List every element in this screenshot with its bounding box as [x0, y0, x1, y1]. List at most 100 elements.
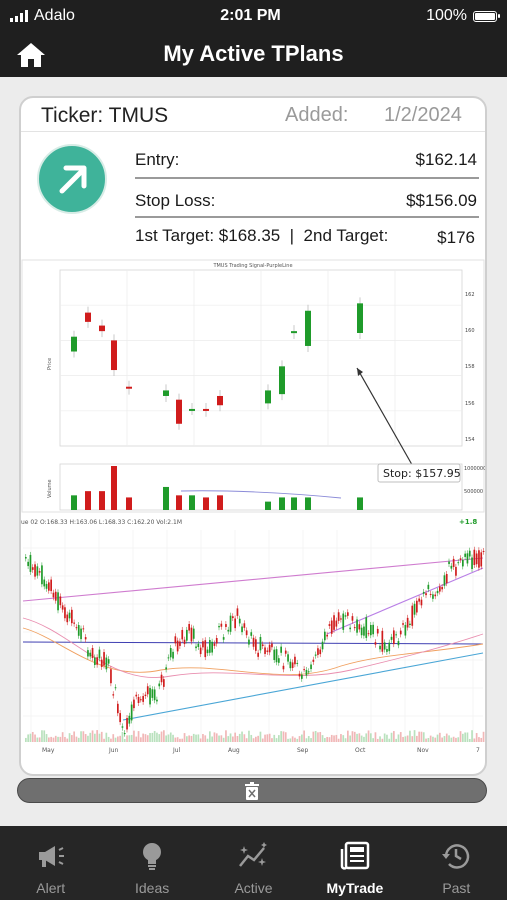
main-volume-bar — [41, 730, 43, 742]
main-volume-bar — [326, 736, 328, 742]
main-volume-bar — [172, 734, 174, 742]
main-volume-bar — [25, 737, 27, 742]
main-volume-bar — [301, 734, 303, 742]
main-candle — [376, 628, 379, 634]
main-candle — [367, 633, 370, 635]
nav-alert[interactable]: Alert — [0, 826, 101, 900]
volume-bar — [291, 497, 297, 510]
signal-candle — [189, 408, 195, 411]
main-volume-bar — [229, 733, 232, 742]
stop-arrow-head — [357, 368, 363, 376]
main-volume-bar — [268, 733, 271, 742]
main-candle — [213, 643, 216, 646]
main-volume-bar — [45, 734, 48, 742]
main-candle — [268, 644, 271, 653]
main-volume-bar — [160, 731, 163, 742]
price-tick: 156 — [465, 401, 475, 407]
main-volume-bar — [110, 738, 112, 742]
main-candle — [383, 642, 386, 650]
main-candles — [25, 546, 485, 737]
main-volume-bar — [75, 736, 78, 742]
main-volume-bar — [179, 738, 181, 742]
main-volume-bar — [91, 730, 94, 742]
upper-channel-line — [22, 557, 484, 602]
main-candle — [29, 554, 32, 572]
main-volume-bar — [84, 734, 87, 742]
ohlc-header: ue 02 O:168.33 H:163.06 L:168.33 C:162.2… — [21, 519, 182, 526]
stop-loss-value: $$156.09 — [406, 191, 477, 210]
main-volume-bar — [48, 737, 50, 742]
main-candle — [356, 619, 358, 633]
main-candle — [448, 561, 450, 565]
main-candle — [66, 614, 69, 623]
main-candle — [422, 591, 425, 594]
delete-plan-button[interactable] — [17, 778, 487, 803]
main-candle — [416, 600, 418, 613]
main-candle — [427, 584, 430, 590]
main-volume-bar — [128, 735, 131, 742]
signal-candle — [217, 395, 223, 406]
main-candle — [261, 644, 264, 647]
main-volume-bar — [232, 736, 234, 742]
nav-active[interactable]: Active — [203, 826, 304, 900]
main-candle — [266, 650, 269, 652]
main-volume-bar — [156, 732, 158, 742]
main-candle — [459, 558, 462, 560]
main-candle — [452, 558, 455, 567]
month-label: Aug — [228, 747, 240, 754]
main-volume-bar — [464, 732, 466, 742]
main-volume-bar — [50, 736, 52, 742]
main-candle — [264, 647, 266, 654]
nav-ideas[interactable]: Ideas — [101, 826, 202, 900]
main-volume-bar — [376, 738, 379, 742]
main-candle — [457, 562, 460, 564]
main-volume-bar — [80, 731, 82, 742]
main-volume-bar — [222, 737, 225, 742]
main-volume-bar — [328, 737, 331, 742]
main-candle — [89, 652, 92, 657]
main-candle — [52, 592, 55, 598]
carrier-label: Adalo — [34, 7, 75, 24]
main-candle — [273, 649, 276, 660]
main-volume-bar — [482, 731, 485, 742]
home-button[interactable] — [14, 40, 48, 70]
main-volume-bar — [305, 738, 308, 742]
main-volume-bar — [413, 730, 416, 742]
main-candle — [64, 607, 66, 619]
main-candle — [328, 624, 331, 626]
targets-label: 1st Target: $168.35 | 2nd Target: — [135, 226, 389, 245]
main-candle — [25, 556, 27, 559]
main-candle — [151, 689, 154, 698]
main-volume-bar — [284, 732, 287, 742]
main-volume-bar — [73, 731, 75, 742]
main-volume-bar — [353, 731, 356, 742]
nav-mytrade[interactable]: MyTrade — [304, 826, 405, 900]
signal-volume — [71, 466, 363, 510]
main-candle — [420, 599, 423, 606]
main-volume-bar — [66, 738, 69, 742]
month-label: Sep — [297, 747, 309, 754]
main-volume-bar — [356, 733, 358, 742]
main-candle — [307, 671, 310, 673]
main-volume-bar — [289, 738, 292, 742]
main-volume-bar — [248, 730, 250, 742]
main-volume-bar — [457, 737, 460, 742]
main-candle — [140, 699, 142, 701]
main-candle — [450, 565, 453, 569]
main-candle — [75, 627, 78, 629]
main-candle — [333, 615, 335, 630]
main-volume-bar — [190, 735, 193, 742]
main-candle — [45, 583, 48, 589]
main-candle — [165, 667, 167, 670]
main-candle — [181, 629, 184, 640]
nav-past[interactable]: Past — [406, 826, 507, 900]
month-labels: May Jun Jul Aug Sep Oct Nov 7 — [42, 747, 480, 754]
main-candle — [282, 665, 285, 670]
main-candle — [48, 582, 50, 591]
main-volume-bar — [96, 730, 98, 742]
main-volume-bar — [324, 738, 326, 742]
main-candle — [229, 615, 232, 632]
main-candle — [397, 641, 400, 646]
signal-candle — [279, 366, 285, 395]
main-volume-bar — [287, 738, 289, 742]
